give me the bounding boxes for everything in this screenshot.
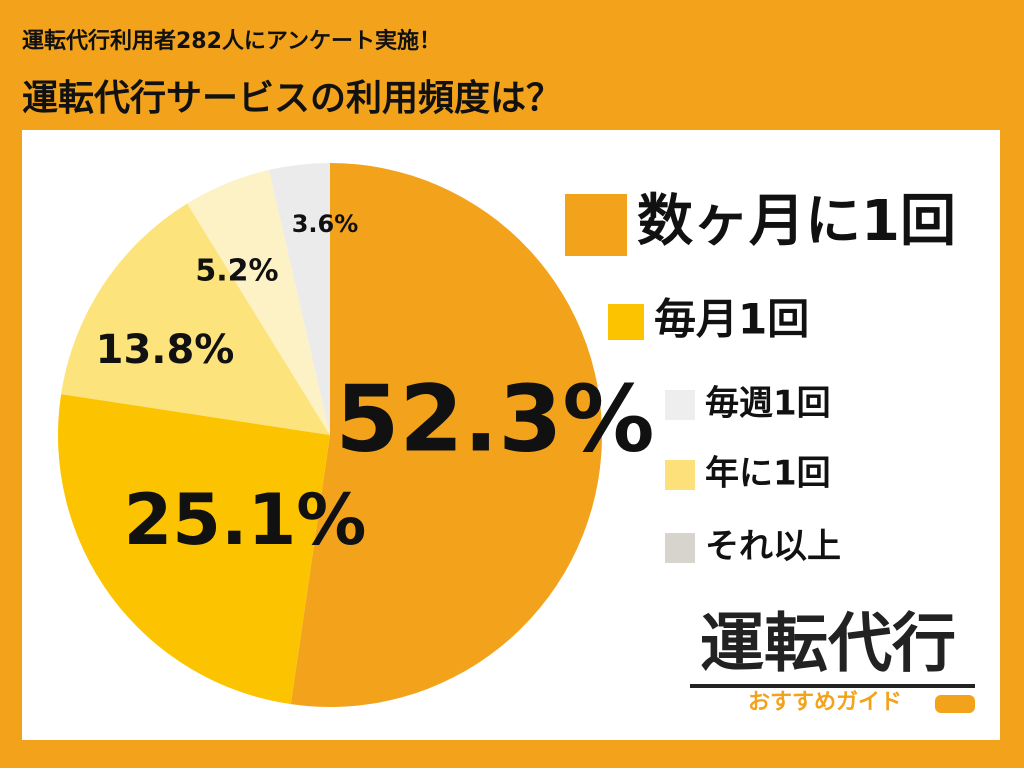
pie-slice <box>268 163 330 435</box>
pie-slice <box>187 169 330 435</box>
data-label: 5.2% <box>195 254 278 289</box>
legend-label: 毎月1回 <box>654 295 809 344</box>
data-label: 25.1% <box>124 479 367 561</box>
logo-sub: おすすめガイド <box>748 690 902 715</box>
pie-slice <box>290 163 602 707</box>
legend-swatch <box>665 390 695 420</box>
pie: 52.3%25.1% 13.8% 5.2% 3.6% <box>58 163 655 707</box>
chart-title: 運転代行利用者282人にアンケート実施！ <box>22 28 441 54</box>
logo-car <box>935 695 975 713</box>
chart-subtitle: 運転代行サービスの利用頻度は？ <box>22 78 562 119</box>
legend-swatch <box>565 194 627 256</box>
data-label: 13.8% <box>96 327 235 373</box>
legend-label: 年に1回 <box>705 454 831 494</box>
pie-slice <box>58 394 330 705</box>
legend-swatch <box>665 460 695 490</box>
legend-swatch <box>608 304 644 340</box>
legend-label: 毎週1回 <box>705 384 831 424</box>
data-label: 3.6% <box>292 210 359 238</box>
legend-label: 数ヶ月に1回 <box>637 189 956 254</box>
legend-swatch <box>665 533 695 563</box>
data-label: 52.3% <box>335 365 654 472</box>
pie-slice <box>61 203 330 435</box>
legend-label: それ以上 <box>705 527 841 567</box>
logo-main: 運転代行 <box>700 608 956 682</box>
